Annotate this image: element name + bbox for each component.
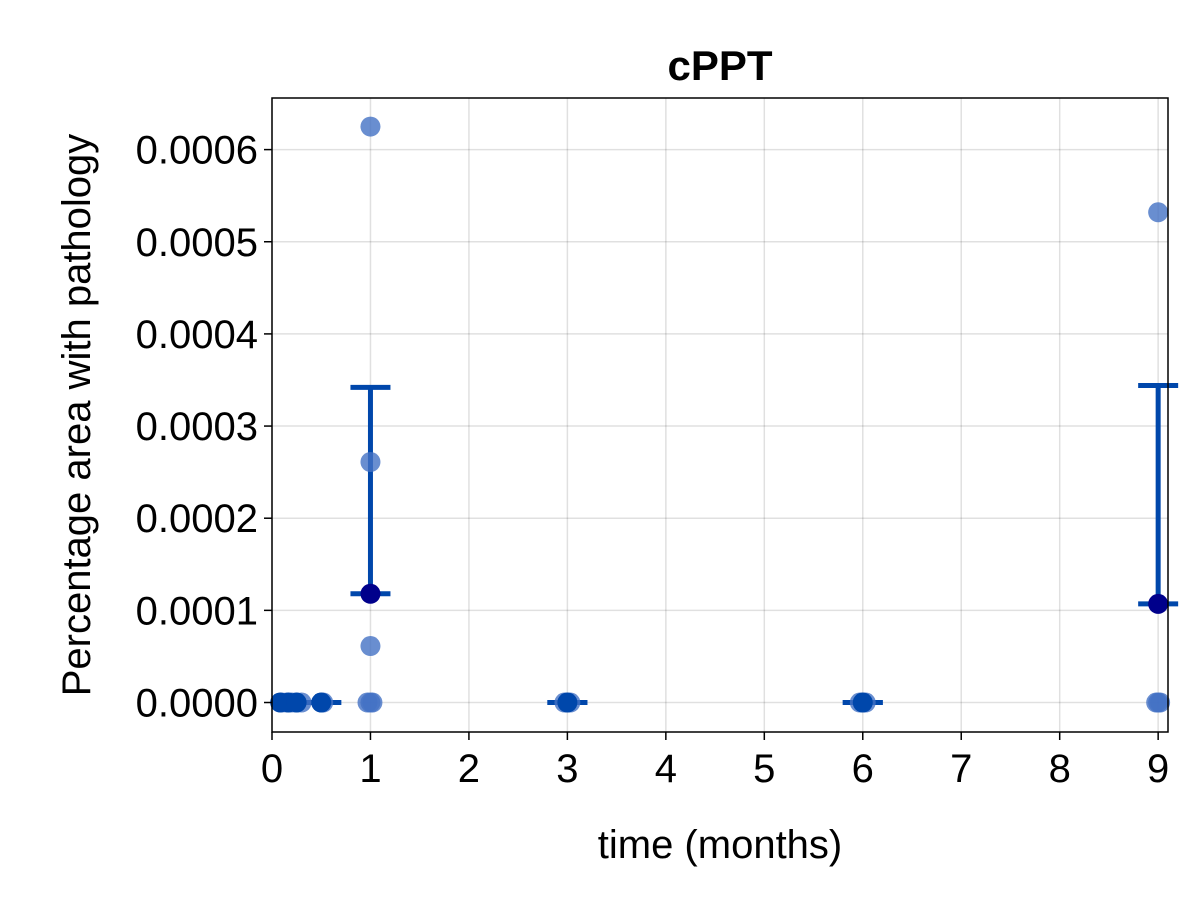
- x-axis-label: time (months): [598, 823, 843, 867]
- mean-marker: [286, 692, 307, 713]
- mean-marker: [852, 692, 873, 713]
- axis-ticks: 0 1 2 3 4 5 6 7 8 9 0.0000 0.0001 0.0002 0.0003 0.0004…: [136, 129, 1170, 791]
- data-point: [1148, 202, 1169, 223]
- y-tick-label: 0.0004: [136, 313, 258, 357]
- mean-markers: [270, 583, 1169, 713]
- mean-marker: [1148, 593, 1169, 614]
- y-tick-label: 0.0003: [136, 405, 258, 449]
- x-tick-label: 7: [950, 747, 972, 791]
- y-tick-label: 0.0002: [136, 497, 258, 541]
- data-points: [271, 116, 1171, 713]
- data-point: [362, 692, 383, 713]
- y-axis-label: Percentage area with pathology: [55, 134, 99, 697]
- y-tick-label: 0.0001: [136, 589, 258, 633]
- y-tick-label: 0.0006: [136, 129, 258, 173]
- grid: [271, 98, 1168, 732]
- plot-frame: [271, 97, 1169, 733]
- x-tick-label: 6: [852, 747, 874, 791]
- x-tick-label: 1: [359, 747, 381, 791]
- x-tick-label: 3: [556, 747, 578, 791]
- mean-marker: [557, 692, 578, 713]
- mean-marker: [311, 692, 332, 713]
- mean-marker: [360, 583, 381, 604]
- x-tick-label: 2: [458, 747, 480, 791]
- error-bars: [301, 383, 1179, 706]
- x-tick-label: 8: [1049, 747, 1071, 791]
- chart-title: cPPT: [667, 42, 772, 89]
- x-tick-label: 4: [655, 747, 677, 791]
- data-point: [360, 451, 381, 472]
- data-point: [360, 116, 381, 137]
- x-tick-label: 9: [1147, 747, 1169, 791]
- y-tick-label: 0.0005: [136, 221, 258, 265]
- y-tick-label: 0.0000: [136, 682, 258, 726]
- x-tick-label: 0: [261, 747, 283, 791]
- data-point: [360, 636, 381, 657]
- x-tick-label: 5: [753, 747, 775, 791]
- data-point: [1150, 692, 1171, 713]
